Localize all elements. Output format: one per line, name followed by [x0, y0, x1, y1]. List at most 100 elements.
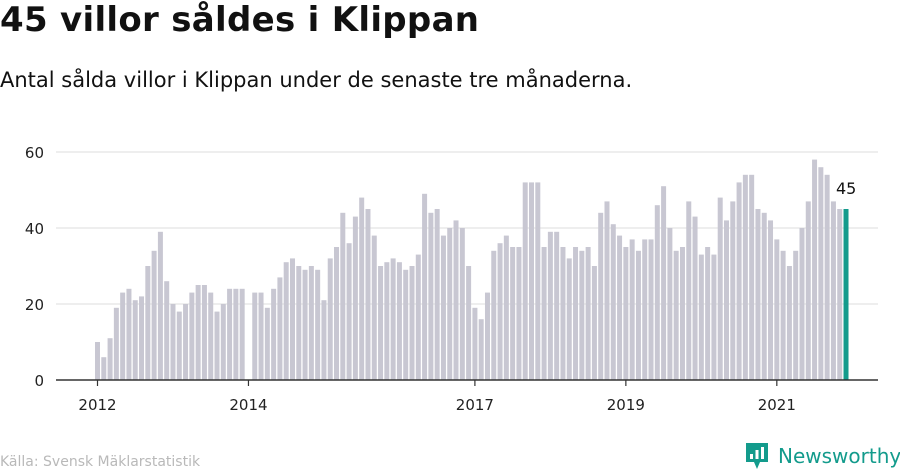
bar: [780, 250, 786, 380]
bar: [447, 228, 453, 380]
y-tick-label: 60: [25, 144, 44, 162]
bar: [560, 247, 566, 380]
x-tick-label: 2012: [78, 396, 116, 414]
x-axis-ticks: 2012 2014 2017 2019 2021: [78, 380, 796, 414]
bar: [673, 250, 679, 380]
bar-chart: 0 20 40 60 2012 2014 2017 2019 2021 45: [25, 144, 878, 414]
bar: [604, 201, 610, 380]
brand-name: Newsworthy: [778, 444, 900, 468]
bar: [359, 197, 365, 380]
newsworthy-logo[interactable]: Newsworthy: [744, 440, 900, 472]
bar: [227, 288, 233, 380]
bar: [466, 266, 472, 380]
bar: [749, 174, 755, 380]
y-tick-label: 20: [25, 296, 44, 314]
bar: [283, 262, 289, 380]
bar: [132, 300, 138, 380]
bar: [768, 220, 774, 380]
bar: [642, 239, 648, 380]
bar: [617, 235, 623, 380]
bar: [510, 247, 516, 380]
bar: [535, 182, 541, 380]
bar: [497, 243, 503, 380]
bar: [126, 288, 132, 380]
bar: [220, 304, 226, 380]
bar: [321, 300, 327, 380]
bar: [761, 212, 767, 380]
bar: [591, 266, 597, 380]
bar: [629, 239, 635, 380]
bar: [113, 307, 119, 380]
bar: [724, 220, 729, 380]
bar: [371, 235, 377, 380]
bar: [434, 209, 440, 380]
bar: [698, 254, 704, 380]
bar: [95, 342, 100, 380]
bar: [189, 292, 195, 380]
bar: [403, 269, 409, 380]
bar: [440, 235, 446, 380]
x-tick-label: 2014: [229, 396, 267, 414]
bars: [95, 159, 849, 380]
bar: [365, 209, 371, 380]
bar: [208, 292, 214, 380]
bar: [472, 307, 478, 380]
bar: [793, 250, 799, 380]
bar: [233, 288, 239, 380]
bar: [818, 167, 824, 380]
bar: [145, 266, 151, 380]
bar: [830, 201, 836, 380]
bar: [151, 250, 157, 380]
bar: [824, 174, 830, 380]
bar: [453, 220, 459, 380]
bar: [101, 357, 107, 380]
x-tick-label: 2021: [758, 396, 796, 414]
bar: [837, 209, 843, 380]
bar: [692, 216, 698, 380]
bar: [346, 243, 352, 380]
bar: [573, 247, 579, 380]
data-label-highlight: 45: [836, 179, 856, 198]
bar: [428, 212, 434, 380]
bar: [705, 247, 711, 380]
bar: [302, 269, 308, 380]
x-tick-label: 2019: [607, 396, 645, 414]
bar: [503, 235, 509, 380]
newsworthy-logo-icon: [746, 443, 768, 469]
bar: [805, 201, 811, 380]
bar: [755, 209, 761, 380]
bar: [522, 182, 528, 380]
bar: [541, 247, 547, 380]
bar: [390, 258, 396, 380]
bar: [258, 292, 264, 380]
bar: [623, 247, 629, 380]
bar: [422, 193, 428, 380]
bar: [252, 292, 258, 380]
bar: [529, 182, 535, 380]
bar: [334, 247, 340, 380]
bar: [239, 288, 245, 380]
bar: [786, 266, 792, 380]
bar: [264, 307, 270, 380]
data-labels: 45: [836, 179, 856, 198]
bar: [327, 258, 333, 380]
bar: [195, 285, 201, 380]
bar: [214, 311, 220, 380]
bar: [736, 182, 742, 380]
bar: [654, 205, 660, 380]
bar: [478, 319, 484, 380]
bar: [717, 197, 723, 380]
bar: [201, 285, 207, 380]
bar: [271, 288, 277, 380]
y-tick-label: 0: [34, 372, 44, 390]
x-tick-label: 2017: [456, 396, 494, 414]
bar: [730, 201, 736, 380]
bar: [176, 311, 182, 380]
bar: [812, 159, 818, 380]
bar: [667, 228, 673, 380]
bar: [107, 338, 113, 380]
bar: [585, 247, 591, 380]
highlight-bar: [843, 209, 849, 380]
bar: [308, 266, 314, 380]
bar: [579, 250, 585, 380]
